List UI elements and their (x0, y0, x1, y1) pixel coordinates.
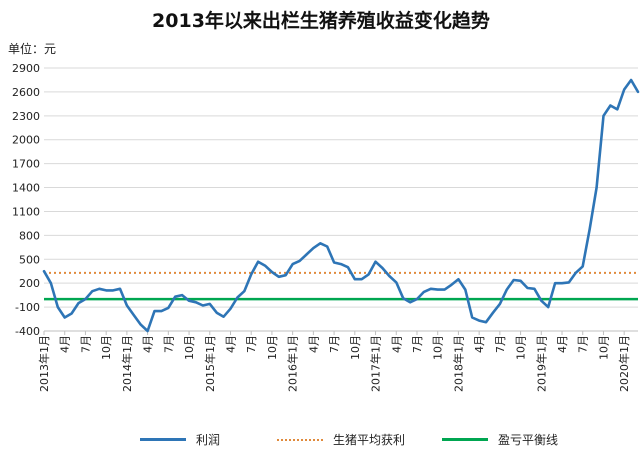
x-tick-label: 2016年1月 (286, 335, 300, 392)
x-tick-label: 10月 (597, 335, 610, 360)
x-tick-label: 2014年1月 (120, 335, 134, 392)
y-tick-label: 2300 (12, 110, 40, 123)
y-tick-label: 2000 (12, 134, 40, 147)
x-tick-label: 4月 (307, 335, 320, 353)
y-tick-label: 1400 (12, 182, 40, 195)
x-tick-label: 7月 (162, 335, 175, 353)
legend-swatch-profit (140, 438, 186, 441)
y-tick-label: 500 (19, 253, 40, 266)
x-tick-label: 10月 (183, 335, 196, 360)
x-tick-label: 10月 (349, 335, 362, 360)
y-tick-label: 2600 (12, 86, 40, 99)
y-tick-labels: -400 -100 200 500 800 1100 1400 1700 2000 2300 260… (12, 62, 40, 338)
y-tick-label: -100 (15, 301, 40, 314)
legend-swatch-avg-profit (277, 438, 323, 441)
x-tick-label: 10月 (515, 335, 528, 360)
y-tick-label: 2900 (12, 62, 40, 75)
x-tick-label: 2019年1月 (534, 335, 548, 392)
x-tick-labels: 2013年1月 4月 7月 10月 2014年1月 4月 7月 10月 2015年1月 4月 7月 1… (37, 335, 631, 392)
legend-swatch-breakeven (442, 438, 488, 441)
x-tick-label: 4月 (556, 335, 569, 353)
chart-title: 2013年以来出栏生猪养殖收益变化趋势 (152, 10, 490, 32)
legend-item-profit: 利润 (140, 431, 220, 448)
x-tick-label: 4月 (390, 335, 403, 353)
x-tick-label: 7月 (577, 335, 590, 353)
x-tick-label: 10月 (100, 335, 113, 360)
x-tick-label: 2017年1月 (369, 335, 383, 392)
legend-label-profit: 利润 (196, 433, 221, 447)
y-tick-label: 800 (19, 229, 40, 242)
x-tick-label: 4月 (224, 335, 237, 353)
y-gridlines (44, 67, 638, 332)
x-tick-label: 4月 (59, 335, 72, 353)
x-tick-label: 2020年1月 (617, 335, 631, 392)
legend-label-breakeven: 盈亏平衡线 (498, 433, 559, 447)
x-tick-label: 7月 (328, 335, 341, 353)
x-tick-label: 2015年1月 (203, 335, 217, 392)
x-tick-label: 10月 (266, 335, 279, 360)
x-axis (43, 330, 638, 335)
x-tick-label: 7月 (411, 335, 424, 353)
legend-item-breakeven: 盈亏平衡线 (442, 431, 558, 448)
x-tick-label: 7月 (245, 335, 258, 353)
x-tick-label: 7月 (494, 335, 507, 353)
x-tick-label: 7月 (79, 335, 92, 353)
x-tick-label: 2013年1月 (37, 335, 51, 392)
legend-item-avg-profit: 生猪平均获利 (277, 431, 405, 448)
y-tick-label: 200 (19, 277, 40, 290)
x-tick-label: 2018年1月 (451, 335, 465, 392)
unit-label: 单位：元 (8, 42, 57, 56)
legend-label-avg-profit: 生猪平均获利 (333, 433, 406, 447)
x-tick-label: 4月 (473, 335, 486, 353)
y-tick-label: -400 (15, 325, 40, 338)
x-tick-label: 4月 (142, 335, 155, 353)
series-lines (42, 78, 640, 333)
y-tick-label: 1700 (12, 158, 40, 171)
series-line-profit (42, 78, 640, 333)
x-tick-label: 10月 (432, 335, 445, 360)
y-tick-label: 1100 (12, 205, 40, 218)
